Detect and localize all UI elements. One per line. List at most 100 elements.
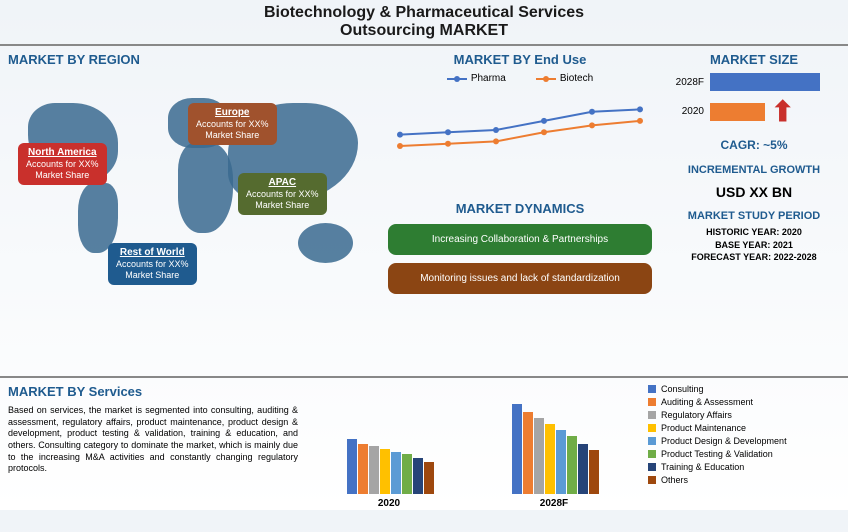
title-line1: Biotechnology & Pharmaceutical Services	[0, 4, 848, 22]
region-sub2-apac: Market Share	[255, 200, 309, 210]
legend-label: Product Testing & Validation	[661, 449, 773, 459]
enduse-line-chart	[388, 88, 652, 188]
size-bar	[710, 73, 820, 91]
study-base: BASE YEAR: 2021	[668, 239, 840, 252]
region-box-eu: Europe Accounts for XX% Market Share	[188, 103, 277, 145]
legend-pharma: Pharma	[447, 73, 506, 84]
region-box-na: North America Accounts for XX% Market Sh…	[18, 143, 107, 185]
size-bar-label: 2020	[668, 106, 704, 117]
study-title: MARKET STUDY PERIOD	[668, 210, 840, 222]
study-details: HISTORIC YEAR: 2020 BASE YEAR: 2021 FORE…	[668, 226, 840, 264]
service-bar	[413, 458, 423, 494]
cagr-text: CAGR: ~5%	[720, 138, 787, 152]
services-text-block: MARKET BY Services Based on services, th…	[8, 384, 308, 526]
size-bar-label: 2028F	[668, 77, 704, 88]
bar-group	[512, 404, 599, 494]
biotech-marker-icon	[536, 78, 556, 80]
world-map: North America Accounts for XX% Market Sh…	[8, 73, 372, 313]
region-column: MARKET BY REGION North America Accounts …	[0, 46, 380, 376]
legend-label: Training & Education	[661, 462, 744, 472]
service-bar	[578, 444, 588, 494]
legend-item: Regulatory Affairs	[648, 410, 838, 420]
legend-swatch-icon	[648, 450, 656, 458]
size-bars: 2028F 2020⬆	[668, 73, 840, 128]
region-title: MARKET BY REGION	[8, 52, 372, 67]
legend-swatch-icon	[648, 476, 656, 484]
legend-item: Auditing & Assessment	[648, 397, 838, 407]
dynamics-title: MARKET DYNAMICS	[388, 201, 652, 216]
bar-group	[347, 439, 434, 494]
size-bar-row: 2020⬆	[668, 95, 840, 128]
pharma-marker-icon	[447, 78, 467, 80]
enduse-legend: Pharma Biotech	[388, 73, 652, 84]
region-sub1-row: Accounts for XX%	[116, 259, 189, 269]
region-sub2-eu: Market Share	[205, 130, 259, 140]
legend-swatch-icon	[648, 398, 656, 406]
study-forecast: FORECAST YEAR: 2022-2028	[668, 251, 840, 264]
legend-swatch-icon	[648, 424, 656, 432]
dynamics-positive: Increasing Collaboration & Partnerships	[388, 224, 652, 255]
region-sub1-apac: Accounts for XX%	[246, 189, 319, 199]
legend-item: Consulting	[648, 384, 838, 394]
legend-swatch-icon	[648, 385, 656, 393]
region-box-apac: APAC Accounts for XX% Market Share	[238, 173, 327, 215]
study-historic: HISTORIC YEAR: 2020	[668, 226, 840, 239]
legend-biotech-label: Biotech	[560, 73, 593, 84]
service-bar	[369, 446, 379, 494]
services-bar-chart: 2020 2028F	[308, 384, 638, 526]
legend-item: Others	[648, 475, 838, 485]
services-title: MARKET BY Services	[8, 384, 298, 399]
region-name-na: North America	[26, 147, 99, 159]
title-line2: Outsourcing MARKET	[0, 22, 848, 40]
map-shape-au	[298, 223, 353, 263]
service-bar	[534, 418, 544, 494]
usd-value: USD XX BN	[668, 184, 840, 200]
bar-group-label: 2028F	[540, 498, 568, 509]
size-bar	[710, 103, 765, 121]
size-column: MARKET SIZE 2028F 2020⬆ CAGR: ~5% INCREME…	[660, 46, 848, 376]
legend-label: Product Maintenance	[661, 423, 746, 433]
bar-group-label: 2020	[378, 498, 400, 509]
region-sub1-eu: Accounts for XX%	[196, 119, 269, 129]
service-bar	[358, 444, 368, 494]
incremental-title: INCREMENTAL GROWTH	[668, 164, 840, 176]
legend-item: Product Design & Development	[648, 436, 838, 446]
services-row: MARKET BY Services Based on services, th…	[0, 376, 848, 532]
dynamics-negative: Monitoring issues and lack of standardiz…	[388, 263, 652, 294]
region-name-apac: APAC	[246, 177, 319, 189]
legend-label: Product Design & Development	[661, 436, 787, 446]
legend-biotech: Biotech	[536, 73, 593, 84]
legend-label: Others	[661, 475, 688, 485]
legend-item: Training & Education	[648, 462, 838, 472]
legend-label: Consulting	[661, 384, 704, 394]
enduse-column: MARKET BY End Use Pharma Biotech MARKET …	[380, 46, 660, 376]
legend-label: Regulatory Affairs	[661, 410, 732, 420]
region-sub2-row: Market Share	[125, 270, 179, 280]
page-header: Biotechnology & Pharmaceutical Services …	[0, 0, 848, 46]
legend-item: Product Maintenance	[648, 423, 838, 433]
service-bar	[567, 436, 577, 494]
legend-swatch-icon	[648, 463, 656, 471]
service-bar	[556, 430, 566, 494]
region-box-row: Rest of World Accounts for XX% Market Sh…	[108, 243, 197, 285]
size-bar-row: 2028F	[668, 73, 840, 91]
services-paragraph: Based on services, the market is segment…	[8, 405, 298, 475]
services-legend: Consulting Auditing & Assessment Regulator…	[638, 384, 838, 526]
service-bar	[402, 454, 412, 494]
service-bar	[391, 452, 401, 494]
legend-swatch-icon	[648, 437, 656, 445]
region-name-row: Rest of World	[116, 247, 189, 259]
map-shape-af	[178, 143, 233, 233]
service-bar	[424, 462, 434, 494]
enduse-title: MARKET BY End Use	[388, 52, 652, 67]
region-sub1-na: Accounts for XX%	[26, 159, 99, 169]
size-title: MARKET SIZE	[668, 52, 840, 67]
region-name-eu: Europe	[196, 107, 269, 119]
legend-swatch-icon	[648, 411, 656, 419]
service-bar	[512, 404, 522, 494]
main-row: MARKET BY REGION North America Accounts …	[0, 46, 848, 376]
service-bar	[545, 424, 555, 494]
service-bar	[347, 439, 357, 494]
service-bar	[589, 450, 599, 494]
region-sub2-na: Market Share	[35, 170, 89, 180]
